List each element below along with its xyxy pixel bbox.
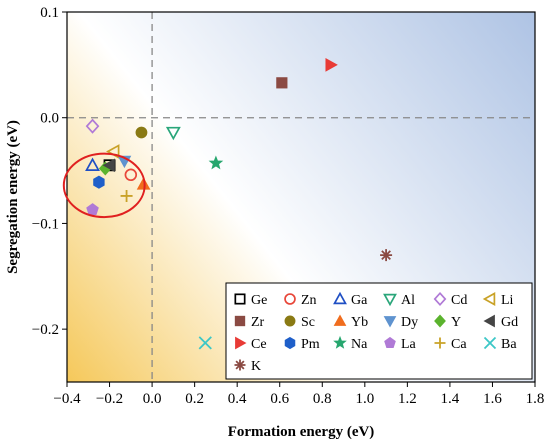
x-tick-label: 0.8 [313, 391, 332, 407]
legend-marker-pm [284, 336, 296, 350]
y-tick-label: −0.2 [32, 322, 59, 338]
legend-label-ca: Ca [451, 337, 467, 352]
legend-box [225, 282, 533, 380]
legend-label-la: La [401, 337, 417, 352]
point-ba [198, 336, 212, 350]
highlight-ellipse [62, 152, 146, 219]
x-tick-label: 1.8 [526, 391, 545, 407]
legend: Ge Zn Ga Al Cd Li Zr Sc Yb Dy Y Gd Ce Pm Na La Ca Ba K [225, 282, 533, 380]
point-ca [120, 189, 133, 202]
point-pm [93, 175, 105, 189]
legend-label-ba: Ba [501, 337, 517, 352]
legend-label-zr: Zr [251, 315, 265, 330]
legend-label-y: Y [451, 315, 461, 330]
legend-marker-ge [234, 293, 246, 305]
y-tick-label: 0.1 [40, 5, 59, 21]
legend-marker-la [384, 336, 396, 348]
legend-marker-ca [434, 337, 446, 349]
legend-marker-zr [234, 315, 246, 327]
point-zr [276, 77, 288, 89]
point-zn [124, 168, 138, 182]
x-tick-label: 0.0 [143, 391, 162, 407]
legend-label-yb: Yb [351, 315, 368, 330]
x-tick-label: 1.6 [483, 391, 502, 407]
legend-label-pm: Pm [301, 337, 320, 352]
legend-label-ce: Ce [251, 337, 267, 352]
x-tick-label: −0.4 [53, 391, 81, 407]
legend-label-li: Li [501, 293, 514, 308]
point-ga [85, 157, 100, 171]
legend-label-zn: Zn [301, 293, 317, 308]
x-tick-label: 1.2 [398, 391, 417, 407]
legend-label-k: K [251, 359, 261, 374]
legend-label-gd: Gd [501, 315, 518, 330]
legend-label-al: Al [401, 293, 415, 308]
x-axis: −0.4 −0.2 0.0 0.2 0.4 0.6 0.8 1.0 1.2 1.4 1.6 1.8 [53, 382, 544, 407]
x-tick-label: 0.2 [185, 391, 204, 407]
legend-marker-dy [383, 316, 397, 328]
point-ce [325, 58, 338, 72]
x-tick-label: 0.6 [270, 391, 289, 407]
legend-marker-zn [284, 293, 296, 305]
point-k [380, 249, 393, 262]
legend-marker-k [234, 359, 246, 371]
legend-marker-cd [433, 291, 447, 307]
point-gd [102, 158, 115, 173]
y-tick-label: 0.0 [40, 111, 59, 127]
data-points [85, 58, 393, 350]
legend-marker-li [482, 292, 496, 306]
legend-label-ga: Ga [351, 293, 368, 308]
point-al [165, 126, 181, 141]
legend-marker-ga [333, 291, 347, 305]
legend-label-ge: Ge [251, 293, 267, 308]
legend-marker-y [434, 314, 446, 328]
x-tick-label: −0.2 [96, 391, 123, 407]
reference-lines [67, 12, 535, 382]
x-tick-label: 1.0 [355, 391, 374, 407]
legend-label-sc: Sc [301, 315, 315, 330]
point-na [208, 155, 224, 170]
highlight-layer [62, 152, 146, 219]
legend-label-cd: Cd [451, 293, 467, 308]
legend-marker-gd [483, 314, 495, 328]
point-cd [85, 118, 100, 134]
legend-marker-ce [235, 336, 247, 350]
legend-label-na: Na [351, 337, 368, 352]
x-tick-label: 0.4 [228, 391, 247, 407]
y-axis: 0.1 0.0 −0.1 −0.2 [32, 5, 67, 338]
point-sc [135, 126, 148, 139]
y-tick-label: −0.1 [32, 216, 59, 232]
legend-marker-na [333, 335, 347, 349]
legend-marker-yb [333, 314, 347, 326]
legend-marker-ba [483, 336, 497, 350]
legend-marker-sc [284, 315, 296, 327]
x-axis-title: Formation energy (eV) [228, 424, 375, 440]
y-axis-title: Segregation energy (eV) [5, 120, 21, 274]
x-tick-label: 1.4 [441, 391, 460, 407]
legend-marker-al [383, 293, 397, 307]
legend-label-dy: Dy [401, 315, 418, 330]
point-la [86, 203, 99, 216]
